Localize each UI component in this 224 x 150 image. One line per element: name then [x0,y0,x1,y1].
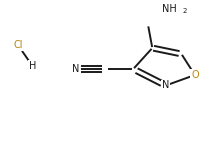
Text: 2: 2 [183,8,187,14]
Text: Cl: Cl [13,40,23,50]
Text: N: N [162,81,169,90]
Text: N: N [73,64,80,74]
Text: H: H [29,61,36,71]
Text: NH: NH [162,4,177,14]
Text: O: O [191,70,199,80]
